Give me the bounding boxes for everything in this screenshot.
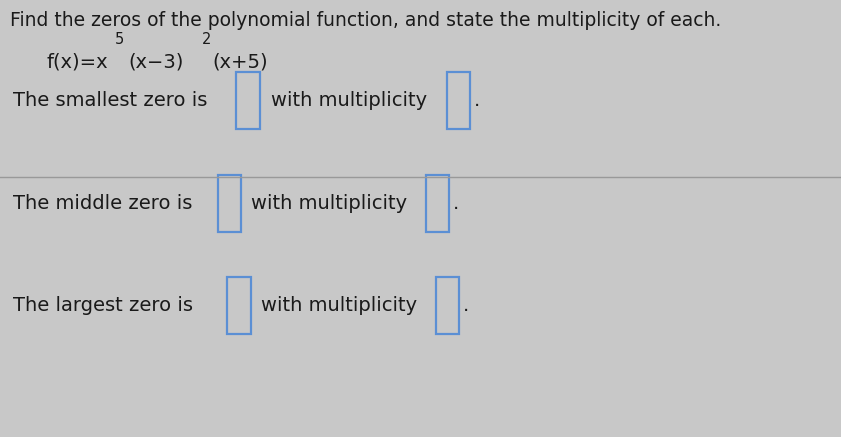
Text: The middle zero is: The middle zero is [13, 194, 192, 213]
Text: Find the zeros of the polynomial function, and state the multiplicity of each.: Find the zeros of the polynomial functio… [10, 11, 722, 30]
Text: The smallest zero is: The smallest zero is [13, 91, 207, 110]
Text: with multiplicity: with multiplicity [261, 296, 417, 316]
Text: with multiplicity: with multiplicity [251, 194, 407, 213]
Text: (x+5): (x+5) [213, 53, 268, 72]
Bar [436, 277, 459, 334]
Text: .: . [452, 194, 458, 213]
Bar [236, 72, 260, 129]
Bar [426, 175, 449, 232]
Text: (x−3): (x−3) [129, 53, 184, 72]
Bar [447, 72, 470, 129]
Text: .: . [473, 91, 479, 110]
Text: with multiplicity: with multiplicity [271, 91, 427, 110]
Text: .: . [463, 296, 468, 316]
Bar [227, 277, 251, 334]
Text: f(x)=x: f(x)=x [46, 53, 108, 72]
Text: 5: 5 [115, 32, 124, 47]
Bar [218, 175, 241, 232]
Text: 2: 2 [202, 32, 211, 47]
Text: The largest zero is: The largest zero is [13, 296, 193, 316]
